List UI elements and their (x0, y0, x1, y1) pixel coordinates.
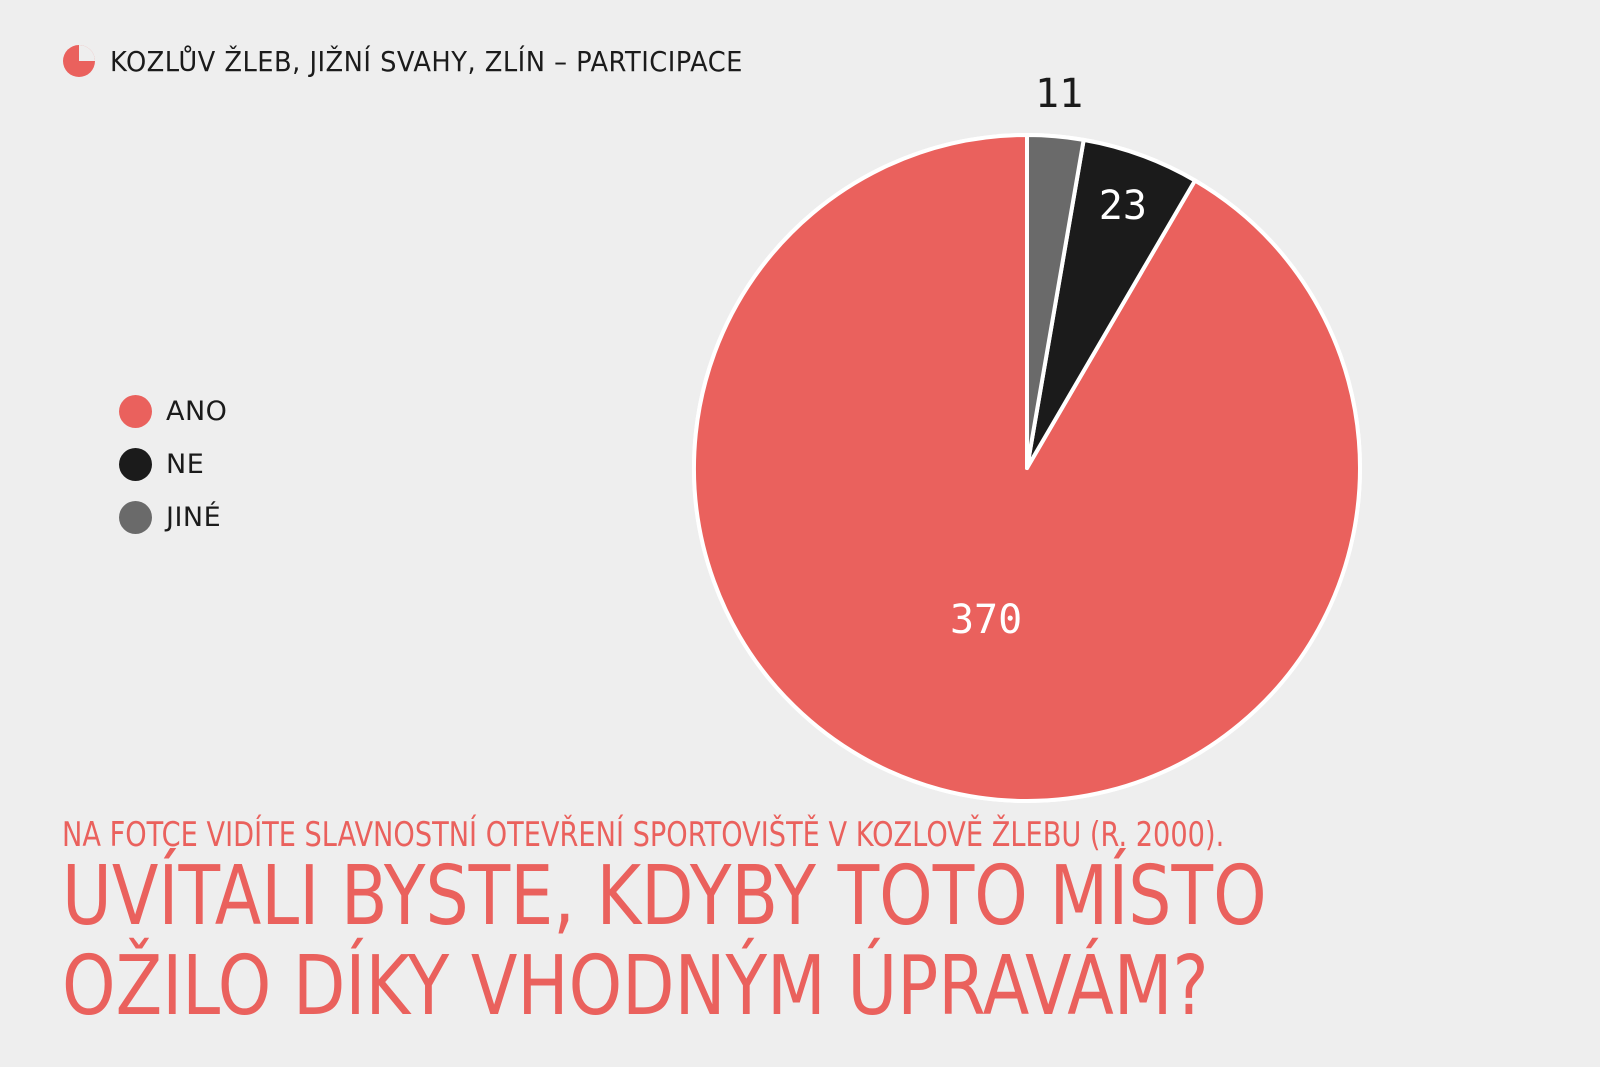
legend-swatch (119, 394, 152, 428)
survey-question: UVÍTALI BYSTE, KDYBY TOTO MÍSTO OŽILO DÍ… (62, 852, 1267, 1032)
legend-item-ne: NE (119, 447, 227, 481)
data-label-ne: 23 (1099, 183, 1147, 229)
legend-swatch (119, 500, 152, 534)
legend: ANO NE JINÉ (119, 394, 227, 534)
photo-caption: NA FOTCE VIDÍTE SLAVNOSTNÍ OTEVŘENÍ SPOR… (62, 815, 1225, 855)
chart-heading: KOZLŮV ŽLEB, JIŽNÍ SVAHY, ZLÍN – PARTICI… (110, 44, 743, 78)
question-line-1: UVÍTALI BYSTE, KDYBY TOTO MÍSTO (62, 849, 1267, 944)
pie-chart-icon (63, 45, 95, 77)
legend-label: JINÉ (166, 501, 222, 533)
data-label-jiné: 11 (1035, 71, 1083, 117)
pie-chart: 370 23 11 (692, 71, 1362, 803)
legend-label: NE (166, 448, 205, 480)
legend-item-ano: ANO (119, 394, 227, 428)
legend-item-jine: JINÉ (119, 500, 227, 534)
question-line-2: OŽILO DÍKY VHODNÝM ÚPRAVÁM? (62, 939, 1209, 1034)
header: KOZLŮV ŽLEB, JIŽNÍ SVAHY, ZLÍN – PARTICI… (62, 44, 798, 78)
legend-swatch (119, 447, 152, 481)
pie-slice-jiné (1025, 133, 1086, 470)
data-label-ano: 370 (950, 597, 1022, 643)
legend-label: ANO (166, 395, 228, 427)
